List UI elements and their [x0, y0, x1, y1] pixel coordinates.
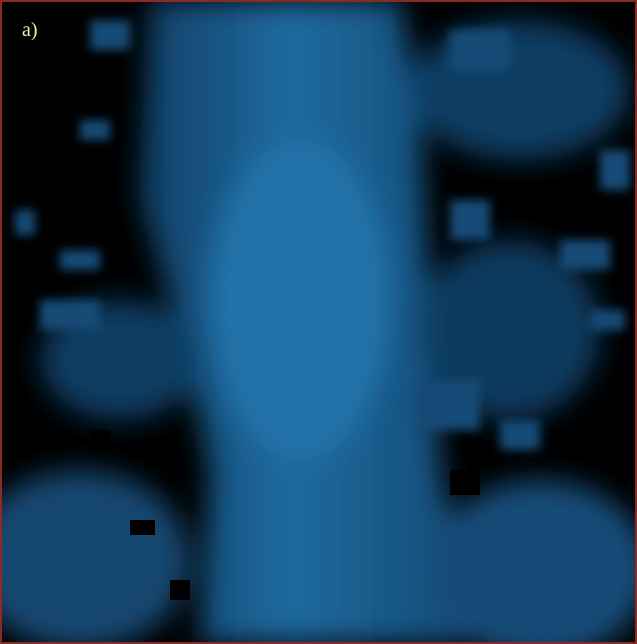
- figure-panel: a): [0, 0, 637, 644]
- panel-label: a): [22, 19, 38, 41]
- cloud-image: a): [0, 0, 637, 644]
